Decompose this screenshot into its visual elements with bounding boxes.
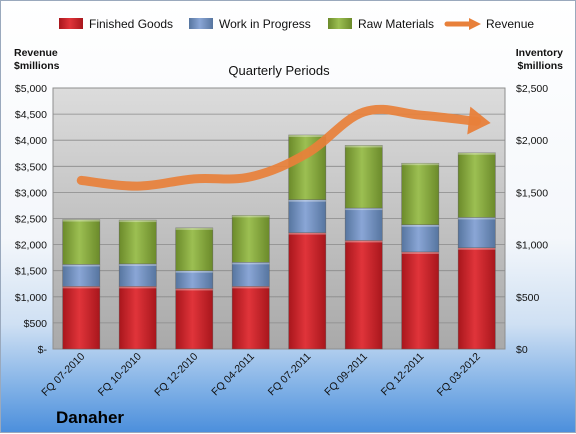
- bar-work-in-progress-fq-12-2010: [175, 270, 214, 289]
- bar-cap-finished-goods-fq-07-2011: [288, 232, 326, 235]
- legend-swatch-raw-materials: [328, 18, 352, 29]
- bar-finished-goods-fq-09-2011: [344, 240, 383, 350]
- legend-label-raw-materials: Raw Materials: [358, 17, 434, 31]
- bar-cap-work-in-progress-fq-10-2010: [119, 263, 157, 266]
- bar-cap-work-in-progress-fq-07-2010: [62, 264, 100, 267]
- x-tick-label: FQ 03-2012: [435, 351, 483, 399]
- left-axis-title-line1: Revenue: [14, 47, 58, 59]
- left-tick-label: $500: [24, 318, 48, 330]
- right-tick-label: $2,000: [516, 135, 548, 147]
- revenue-line-arrowhead: [467, 106, 491, 135]
- bar-work-in-progress-fq-04-2011: [231, 262, 270, 287]
- bar-cap-work-in-progress-fq-12-2010: [175, 270, 213, 273]
- bar-cap-finished-goods-fq-10-2010: [119, 286, 157, 289]
- bar-work-in-progress-fq-07-2011: [288, 199, 327, 233]
- right-tick-label: $1,000: [516, 240, 548, 252]
- x-axis-ticks: FQ 07-2010 FQ 10-2010 FQ 12-2010 FQ 04-2011…: [39, 351, 483, 399]
- bar-cap-work-in-progress-fq-07-2011: [288, 199, 326, 202]
- right-tick-label: $0: [516, 344, 528, 356]
- revenue-line-path: [76, 104, 482, 191]
- bar-cap-raw-materials-fq-07-2010: [62, 219, 100, 222]
- bar-cap-finished-goods-fq-12-2010: [175, 288, 213, 291]
- bar-cap-finished-goods-fq-07-2010: [62, 286, 100, 289]
- bar-cap-finished-goods-fq-09-2011: [345, 240, 383, 243]
- bar-raw-materials-fq-09-2011: [344, 145, 383, 209]
- company-name: Danaher: [56, 408, 124, 427]
- bar-cap-work-in-progress-fq-04-2011: [232, 262, 270, 265]
- bar-series: [62, 134, 496, 350]
- legend-swatch-finished-goods: [59, 18, 83, 29]
- bar-finished-goods-fq-04-2011: [231, 286, 270, 350]
- bar-finished-goods-fq-07-2010: [62, 286, 101, 350]
- x-tick-label: FQ 04-2011: [209, 351, 257, 399]
- left-tick-label: $1,500: [15, 266, 47, 278]
- bar-finished-goods-fq-10-2010: [118, 286, 157, 350]
- right-tick-label: $2,500: [516, 83, 548, 95]
- bar-cap-raw-materials-fq-10-2010: [119, 220, 157, 223]
- bar-work-in-progress-fq-03-2012: [457, 217, 496, 248]
- left-tick-label: $5,000: [15, 83, 47, 95]
- left-tick-label: $2,000: [15, 240, 47, 252]
- right-axis-ticks: $0 $500 $1,000 $1,500 $2,000 $2,500: [516, 83, 548, 356]
- right-axis-title-line2: $millions: [517, 60, 563, 72]
- bar-cap-work-in-progress-fq-12-2011: [401, 224, 439, 227]
- bar-finished-goods-fq-12-2010: [175, 288, 214, 350]
- bar-cap-raw-materials-fq-12-2011: [401, 163, 439, 166]
- bar-work-in-progress-fq-09-2011: [344, 207, 383, 241]
- left-axis-title-line2: $millions: [14, 60, 60, 72]
- left-tick-label: $-: [38, 344, 48, 356]
- legend-label-revenue: Revenue: [486, 17, 534, 31]
- left-axis-ticks: $- $500 $1,000 $1,500 $2,000 $2,500 $3,000 $3,5…: [15, 83, 48, 356]
- bar-raw-materials-fq-03-2012: [457, 152, 496, 218]
- legend-swatch-revenue-arrowhead: [469, 18, 481, 30]
- bar-raw-materials-fq-10-2010: [118, 219, 157, 265]
- x-tick-label: FQ 12-2011: [379, 351, 427, 399]
- bar-cap-finished-goods-fq-12-2011: [401, 251, 439, 254]
- bar-finished-goods-fq-07-2011: [288, 232, 327, 350]
- right-tick-label: $500: [516, 292, 540, 304]
- right-tick-label: $1,500: [516, 187, 548, 199]
- bar-work-in-progress-fq-07-2010: [62, 264, 101, 287]
- bar-cap-work-in-progress-fq-09-2011: [345, 208, 383, 211]
- left-tick-label: $4,000: [15, 135, 47, 147]
- x-tick-label: FQ 10-2010: [96, 351, 144, 399]
- left-tick-label: $3,500: [15, 161, 47, 173]
- revenue-line: [76, 104, 491, 191]
- bar-cap-raw-materials-fq-09-2011: [345, 145, 383, 148]
- bar-cap-raw-materials-fq-12-2010: [175, 227, 213, 230]
- x-tick-label: FQ 07-2010: [39, 351, 87, 399]
- bar-cap-raw-materials-fq-03-2012: [458, 152, 496, 155]
- bar-cap-raw-materials-fq-07-2011: [288, 134, 326, 137]
- bar-cap-finished-goods-fq-03-2012: [458, 247, 496, 250]
- bar-cap-finished-goods-fq-04-2011: [232, 286, 270, 289]
- legend-label-work-in-progress: Work in Progress: [219, 17, 311, 31]
- left-tick-label: $4,500: [15, 109, 47, 121]
- bar-work-in-progress-fq-12-2011: [401, 224, 440, 253]
- legend-swatch-work-in-progress: [189, 18, 213, 29]
- right-axis-title-line1: Inventory: [516, 47, 563, 59]
- legend: Finished Goods Work in Progress Raw Mate…: [59, 17, 534, 31]
- bar-raw-materials-fq-12-2010: [175, 227, 214, 271]
- left-tick-label: $2,500: [15, 214, 47, 226]
- bar-finished-goods-fq-12-2011: [401, 251, 440, 350]
- left-tick-label: $3,000: [15, 187, 47, 199]
- chart-title: Quarterly Periods: [228, 63, 330, 78]
- bar-finished-goods-fq-03-2012: [457, 247, 496, 350]
- bar-raw-materials-fq-12-2011: [401, 162, 440, 225]
- bar-raw-materials-fq-07-2010: [62, 219, 101, 265]
- bar-cap-work-in-progress-fq-03-2012: [458, 217, 496, 220]
- bar-cap-raw-materials-fq-04-2011: [232, 215, 270, 218]
- x-tick-label: FQ 12-2010: [152, 351, 200, 399]
- x-tick-label: FQ 09-2011: [322, 351, 370, 399]
- left-tick-label: $1,000: [15, 292, 47, 304]
- bar-work-in-progress-fq-10-2010: [118, 263, 157, 287]
- legend-label-finished-goods: Finished Goods: [89, 17, 173, 31]
- x-tick-label: FQ 07-2011: [266, 351, 314, 399]
- bar-raw-materials-fq-04-2011: [231, 215, 270, 263]
